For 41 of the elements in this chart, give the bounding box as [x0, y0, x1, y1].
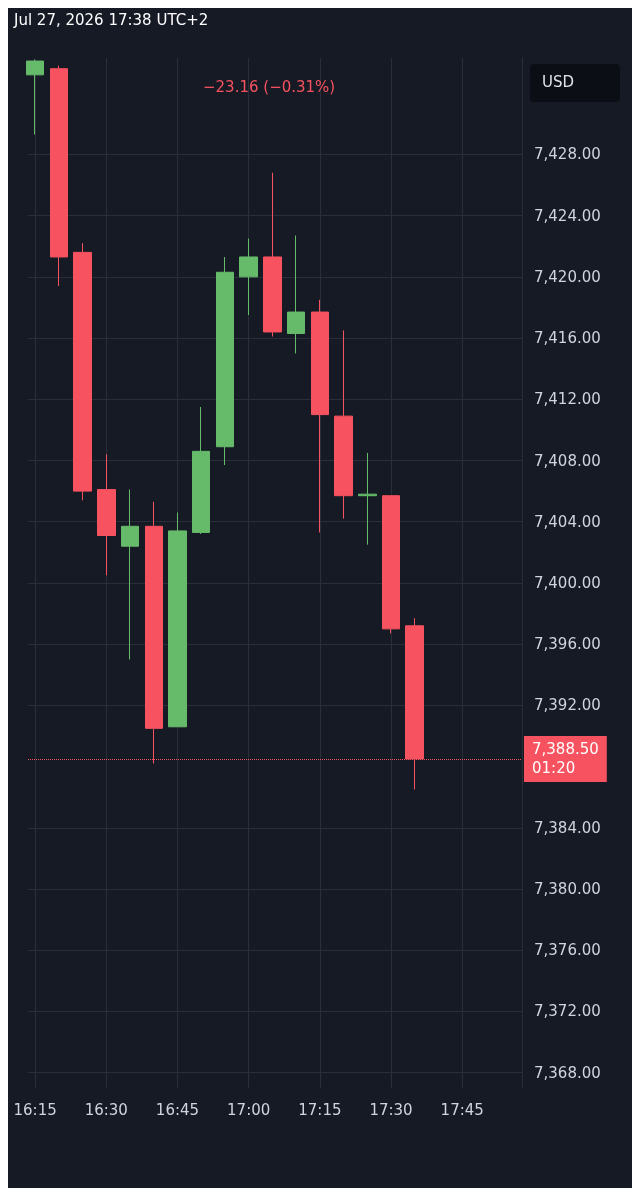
- y-axis-title: USD: [542, 72, 575, 91]
- y-tick-label: 7,380.00: [534, 880, 601, 899]
- candlestick: [239, 238, 258, 316]
- y-tick-label: 7,372.00: [534, 1002, 601, 1021]
- text: −23.16 (−0.31%): [203, 77, 336, 96]
- candlestick: [382, 495, 400, 634]
- x-tick-label: 17:00: [227, 1100, 271, 1119]
- x-tick-label: 16:15: [13, 1100, 57, 1119]
- x-tick-label: 17:45: [440, 1100, 484, 1119]
- y-tick-label: 7,428.00: [534, 145, 601, 164]
- y-tick-label: 7,368.00: [534, 1063, 601, 1082]
- candlestick: [358, 452, 377, 546]
- y-tick-label: 7,420.00: [534, 267, 601, 286]
- candlestick: [168, 512, 187, 728]
- candlestick: [334, 329, 353, 520]
- y-tick-label: 7,400.00: [534, 573, 601, 592]
- candlestick: [73, 242, 92, 501]
- y-tick-label: 7,404.00: [534, 512, 601, 531]
- candlestick: [192, 406, 210, 535]
- x-tick-label: 17:15: [298, 1100, 342, 1119]
- candlestick: [97, 453, 116, 576]
- y-tick-label: 7,408.00: [534, 451, 601, 470]
- y-tick-label: 7,376.00: [534, 941, 601, 960]
- x-tick-label: 16:30: [84, 1100, 128, 1119]
- y-tick-label: 7,396.00: [534, 635, 601, 654]
- candlestick: [26, 59, 44, 136]
- candlestick: [216, 256, 234, 466]
- candlestick: [263, 172, 282, 338]
- candlestick: [311, 299, 329, 533]
- y-tick-label: 7,392.00: [534, 696, 601, 715]
- y-tick-label: 7,416.00: [534, 329, 601, 348]
- candlestick: [287, 235, 305, 354]
- y-tick-label: 7,384.00: [534, 818, 601, 837]
- y-tick-label: 7,412.00: [534, 390, 601, 409]
- x-tick-label: 17:30: [369, 1100, 413, 1119]
- y-tick-label: 7,424.00: [534, 206, 601, 225]
- candlestick: [50, 65, 68, 287]
- x-tick-label: 16:45: [155, 1100, 200, 1119]
- ref-line-label: 7,388.50 01:20: [532, 740, 599, 778]
- candlestick: [121, 489, 139, 660]
- text: Jul 27, 2026 17:38 UTC+2: [13, 10, 209, 29]
